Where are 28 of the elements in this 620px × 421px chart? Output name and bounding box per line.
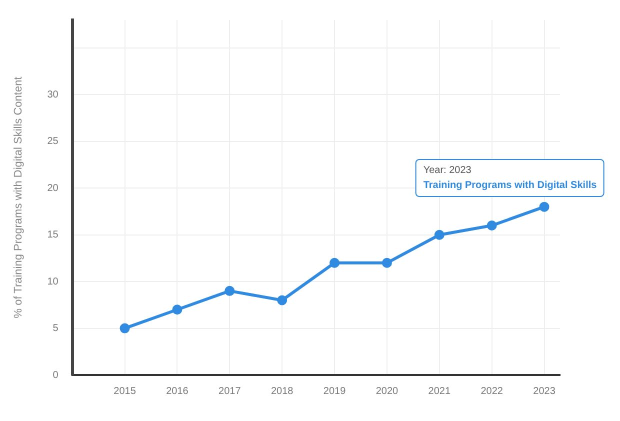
y-tick-label: 15 (47, 230, 59, 241)
x-tick-label: 2023 (533, 386, 556, 397)
y-tick-label: 30 (47, 89, 59, 100)
point (172, 304, 182, 315)
y-tick-label: 10 (47, 276, 59, 288)
point (120, 323, 130, 334)
x-tick-label: 2017 (218, 386, 242, 397)
point (486, 220, 497, 231)
point (277, 295, 288, 306)
x-tick-label: 2022 (480, 386, 504, 397)
x-tick-label: 2020 (376, 386, 399, 397)
x-tick-label: 2021 (428, 386, 451, 397)
text: Training Programs with Digital Skills (423, 180, 597, 191)
x-tick-label: 2019 (323, 386, 346, 397)
point (382, 258, 392, 268)
y-tick-label: 5 (52, 323, 59, 334)
y-tick-label: 25 (47, 136, 59, 148)
y-axis-title: % of Training Programs with Digital Skills Content (12, 76, 25, 318)
x-tick-label: 2015 (114, 386, 136, 397)
annotation: Year: 2023 (423, 164, 472, 176)
y-tick-label: 20 (47, 182, 59, 194)
x-tick-label: 2018 (270, 386, 294, 397)
point (330, 258, 340, 268)
point (224, 286, 235, 296)
y-tick-label: 0 (52, 370, 59, 381)
point (434, 230, 444, 240)
point (539, 202, 550, 212)
x-tick-label: 2016 (166, 386, 189, 397)
